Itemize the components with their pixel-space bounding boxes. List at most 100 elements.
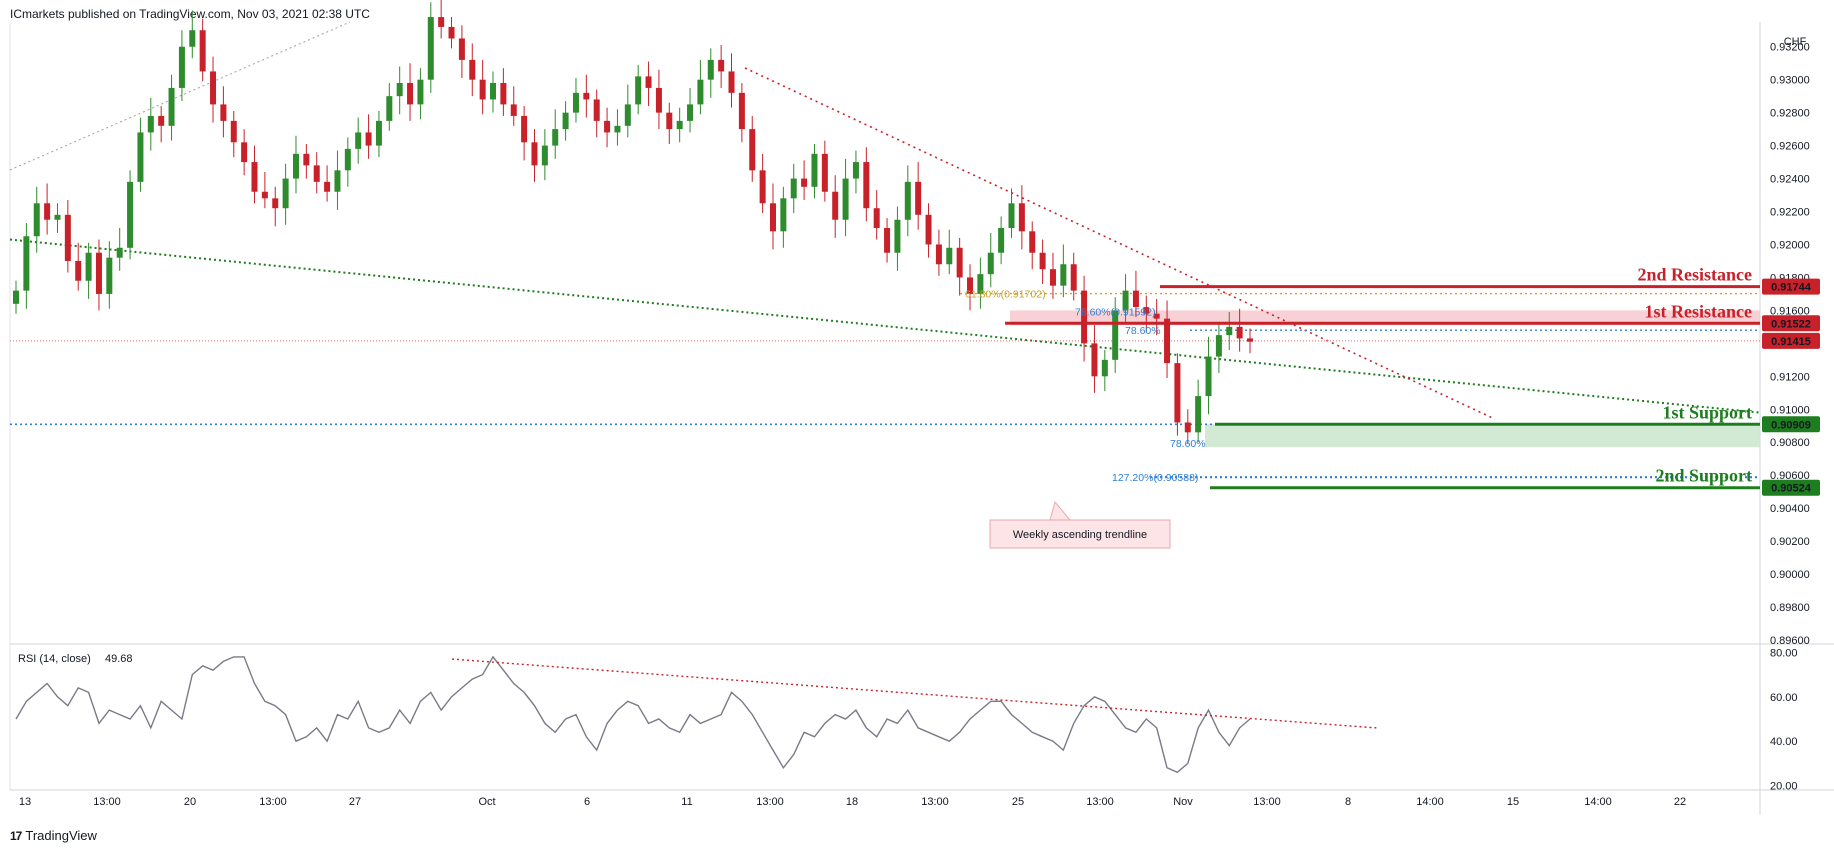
candle-body	[1081, 290, 1088, 344]
candle-body	[562, 112, 569, 130]
candle-body	[261, 191, 268, 199]
candle-body	[645, 76, 652, 88]
candle-body	[1236, 326, 1243, 339]
candle-body	[375, 120, 382, 146]
candle-body	[479, 79, 486, 100]
candle-body	[801, 178, 808, 187]
candle-body	[790, 178, 797, 199]
candle-body	[1153, 313, 1160, 319]
candle-body	[759, 170, 766, 204]
level-label-3: 1st Support	[1662, 402, 1752, 422]
candle-body	[1184, 422, 1191, 433]
price-tick-label: 0.93000	[1770, 75, 1810, 87]
weekly-ascending-trendline	[9, 238, 1761, 414]
time-tick-label: 25	[1012, 796, 1024, 808]
candle-body	[137, 132, 144, 182]
candle-body	[510, 104, 517, 116]
price-tag-text-1: 0.91522	[1771, 318, 1811, 330]
price-tag-bg-1	[1762, 315, 1820, 332]
price-tag-bg-3	[1762, 416, 1820, 433]
candle-body	[438, 17, 445, 27]
time-tick-label: 22	[1674, 796, 1686, 808]
candle-body	[552, 129, 559, 146]
candle-body	[324, 181, 331, 192]
candle-body	[769, 203, 776, 232]
time-tick-label: 14:00	[1584, 796, 1612, 808]
fib-label-0: 61.80%(0.91702)	[965, 289, 1046, 301]
time-tick-label: 15	[1507, 796, 1519, 808]
price-tick-label: 0.90200	[1770, 536, 1810, 548]
time-tick-label: 13	[19, 796, 31, 808]
candle-body	[407, 82, 414, 105]
annotation-bubble	[989, 500, 1171, 549]
candle-body	[749, 129, 756, 171]
time-tick-label: Oct	[478, 796, 495, 808]
candle-body	[977, 274, 984, 294]
candle-body	[842, 178, 849, 220]
rsi-tick-label: 80.00	[1770, 647, 1798, 659]
candle-body	[490, 82, 497, 100]
candle-body	[33, 203, 40, 237]
candle-body	[863, 162, 870, 209]
brand-name: TradingView	[25, 828, 97, 843]
price-tick-label: 0.90000	[1770, 569, 1810, 581]
candle-body	[687, 104, 694, 121]
rsi-tick-label: 60.00	[1770, 692, 1798, 704]
candle-body	[531, 142, 538, 166]
time-tick-label: 13:00	[921, 796, 949, 808]
candle-body	[365, 132, 372, 146]
descending-trendline	[744, 67, 1496, 420]
candle-body	[967, 277, 974, 294]
candle-body	[85, 252, 92, 281]
time-tick-label: 13:00	[93, 796, 121, 808]
candle-body	[707, 59, 714, 80]
candle-body	[106, 257, 113, 294]
candle-body	[178, 46, 185, 88]
fib-label-2: 78.60%	[1125, 325, 1161, 337]
price-tick-label: 0.92600	[1770, 141, 1810, 153]
candle-body	[23, 236, 30, 291]
candle-body	[458, 38, 465, 60]
price-tick-label: 0.91200	[1770, 371, 1810, 383]
candle-body	[1195, 396, 1202, 433]
candle-body	[44, 203, 51, 220]
candle-body	[915, 181, 922, 215]
candle-body	[251, 162, 258, 192]
candle-body	[355, 132, 362, 149]
candle-body	[541, 145, 548, 166]
candle-body	[718, 59, 725, 72]
candle-body	[1049, 269, 1056, 286]
time-tick-label: 14:00	[1416, 796, 1444, 808]
candle-body	[811, 153, 818, 187]
price-tick-label: 0.92400	[1770, 174, 1810, 186]
footer-brand[interactable]: 17 TradingView	[10, 828, 97, 843]
price-tag-text-2: 0.91415	[1771, 336, 1811, 348]
candle-body	[1070, 264, 1077, 291]
candle-body	[655, 87, 662, 113]
candle-body	[821, 153, 828, 192]
time-tick-label: 8	[1345, 796, 1351, 808]
candle-body	[1132, 290, 1139, 308]
price-tick-label: 0.92800	[1770, 108, 1810, 120]
rsi-trendline	[451, 658, 1377, 729]
publish-header: ICmarkets published on TradingView.com, …	[10, 7, 370, 21]
candle-body	[500, 82, 507, 105]
price-tag-text-3: 0.90909	[1771, 419, 1811, 431]
candle-body	[189, 30, 196, 47]
level-label-0: 2nd Resistance	[1637, 265, 1752, 285]
candle-body	[13, 290, 19, 304]
time-tick-label: 27	[349, 796, 361, 808]
candle-body	[1101, 359, 1108, 377]
candle-body	[1215, 335, 1222, 357]
candle-body	[64, 214, 71, 261]
candle-body	[1060, 264, 1067, 286]
candle-body	[1247, 338, 1253, 342]
candle-body	[448, 26, 455, 39]
candle-body	[884, 228, 891, 253]
rsi-tick-label: 20.00	[1770, 781, 1798, 793]
time-tick-label: 13:00	[756, 796, 784, 808]
annotation-text: Weekly ascending trendline	[1013, 529, 1147, 541]
candle-body	[1205, 356, 1212, 397]
candle-body	[935, 244, 942, 265]
